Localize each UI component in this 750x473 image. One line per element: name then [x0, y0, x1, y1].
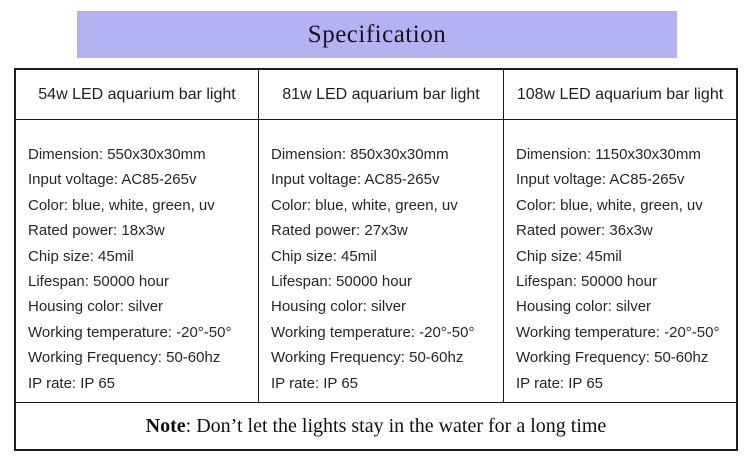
spec-line-rated-power: Rated power: 27x3w: [271, 222, 408, 240]
spec-line-working-temperature: Working temperature: -20°-50°: [516, 323, 720, 341]
spec-columns: 54w LED aquarium bar light Dimension: 55…: [16, 70, 736, 402]
note-label: Note: [145, 414, 186, 437]
spec-line-input-voltage: Input voltage: AC85-265v: [516, 171, 685, 189]
spec-line-ip-rate: IP rate: IP 65: [516, 374, 604, 392]
spec-line-working-temperature: Working temperature: -20°-50°: [271, 323, 475, 341]
spec-line-input-voltage: Input voltage: AC85-265v: [28, 171, 197, 189]
column-54w: 54w LED aquarium bar light Dimension: 55…: [16, 70, 259, 402]
column-header-108w: 108w LED aquarium bar light: [504, 70, 736, 120]
spec-line-working-frequency: Working Frequency: 50-60hz: [271, 349, 464, 367]
column-108w: 108w LED aquarium bar light Dimension: 1…: [504, 70, 736, 402]
spec-line-working-frequency: Working Frequency: 50-60hz: [28, 349, 221, 367]
spec-line-ip-rate: IP rate: IP 65: [271, 374, 359, 392]
column-81w: 81w LED aquarium bar light Dimension: 85…: [259, 70, 504, 402]
spec-line-housing-color: Housing color: silver: [271, 298, 407, 316]
spec-line-working-temperature: Working temperature: -20°-50°: [28, 323, 232, 341]
column-specs-81w: Dimension: 850x30x30mm Input voltage: AC…: [259, 120, 503, 396]
spec-line-dimension: Dimension: 550x30x30mm: [28, 146, 206, 163]
spec-line-housing-color: Housing color: silver: [516, 298, 652, 316]
specification-banner: Specification: [77, 11, 677, 58]
note-text: : Don’t let the lights stay in the water…: [185, 414, 607, 437]
column-header-54w: 54w LED aquarium bar light: [16, 70, 258, 120]
spec-line-working-frequency: Working Frequency: 50-60hz: [516, 349, 709, 367]
spec-line-color: Color: blue, white, green, uv: [28, 196, 215, 214]
column-specs-54w: Dimension: 550x30x30mm Input voltage: AC…: [16, 120, 258, 396]
spec-line-chip-size: Chip size: 45mil: [28, 247, 134, 265]
page-title: Specification: [307, 20, 447, 48]
spec-line-lifespan: Lifespan: 50000 hour: [516, 273, 657, 291]
spec-line-lifespan: Lifespan: 50000 hour: [28, 273, 169, 291]
spec-line-input-voltage: Input voltage: AC85-265v: [271, 171, 440, 189]
spec-line-rated-power: Rated power: 36x3w: [516, 222, 653, 240]
spec-line-chip-size: Chip size: 45mil: [516, 247, 622, 265]
spec-line-ip-rate: IP rate: IP 65: [28, 374, 116, 392]
spec-line-dimension: Dimension: 1150x30x30mm: [516, 146, 701, 163]
spec-line-housing-color: Housing color: silver: [28, 298, 164, 316]
column-header-81w: 81w LED aquarium bar light: [259, 70, 503, 120]
spec-table: 54w LED aquarium bar light Dimension: 55…: [14, 68, 738, 451]
spec-line-color: Color: blue, white, green, uv: [516, 196, 703, 214]
spec-line-chip-size: Chip size: 45mil: [271, 247, 377, 265]
spec-line-rated-power: Rated power: 18x3w: [28, 222, 165, 240]
column-specs-108w: Dimension: 1150x30x30mm Input voltage: A…: [504, 120, 736, 396]
spec-line-lifespan: Lifespan: 50000 hour: [271, 273, 412, 291]
spec-line-color: Color: blue, white, green, uv: [271, 196, 458, 214]
note-row: Note: Don’t let the lights stay in the w…: [16, 402, 736, 449]
spec-line-dimension: Dimension: 850x30x30mm: [271, 146, 449, 163]
